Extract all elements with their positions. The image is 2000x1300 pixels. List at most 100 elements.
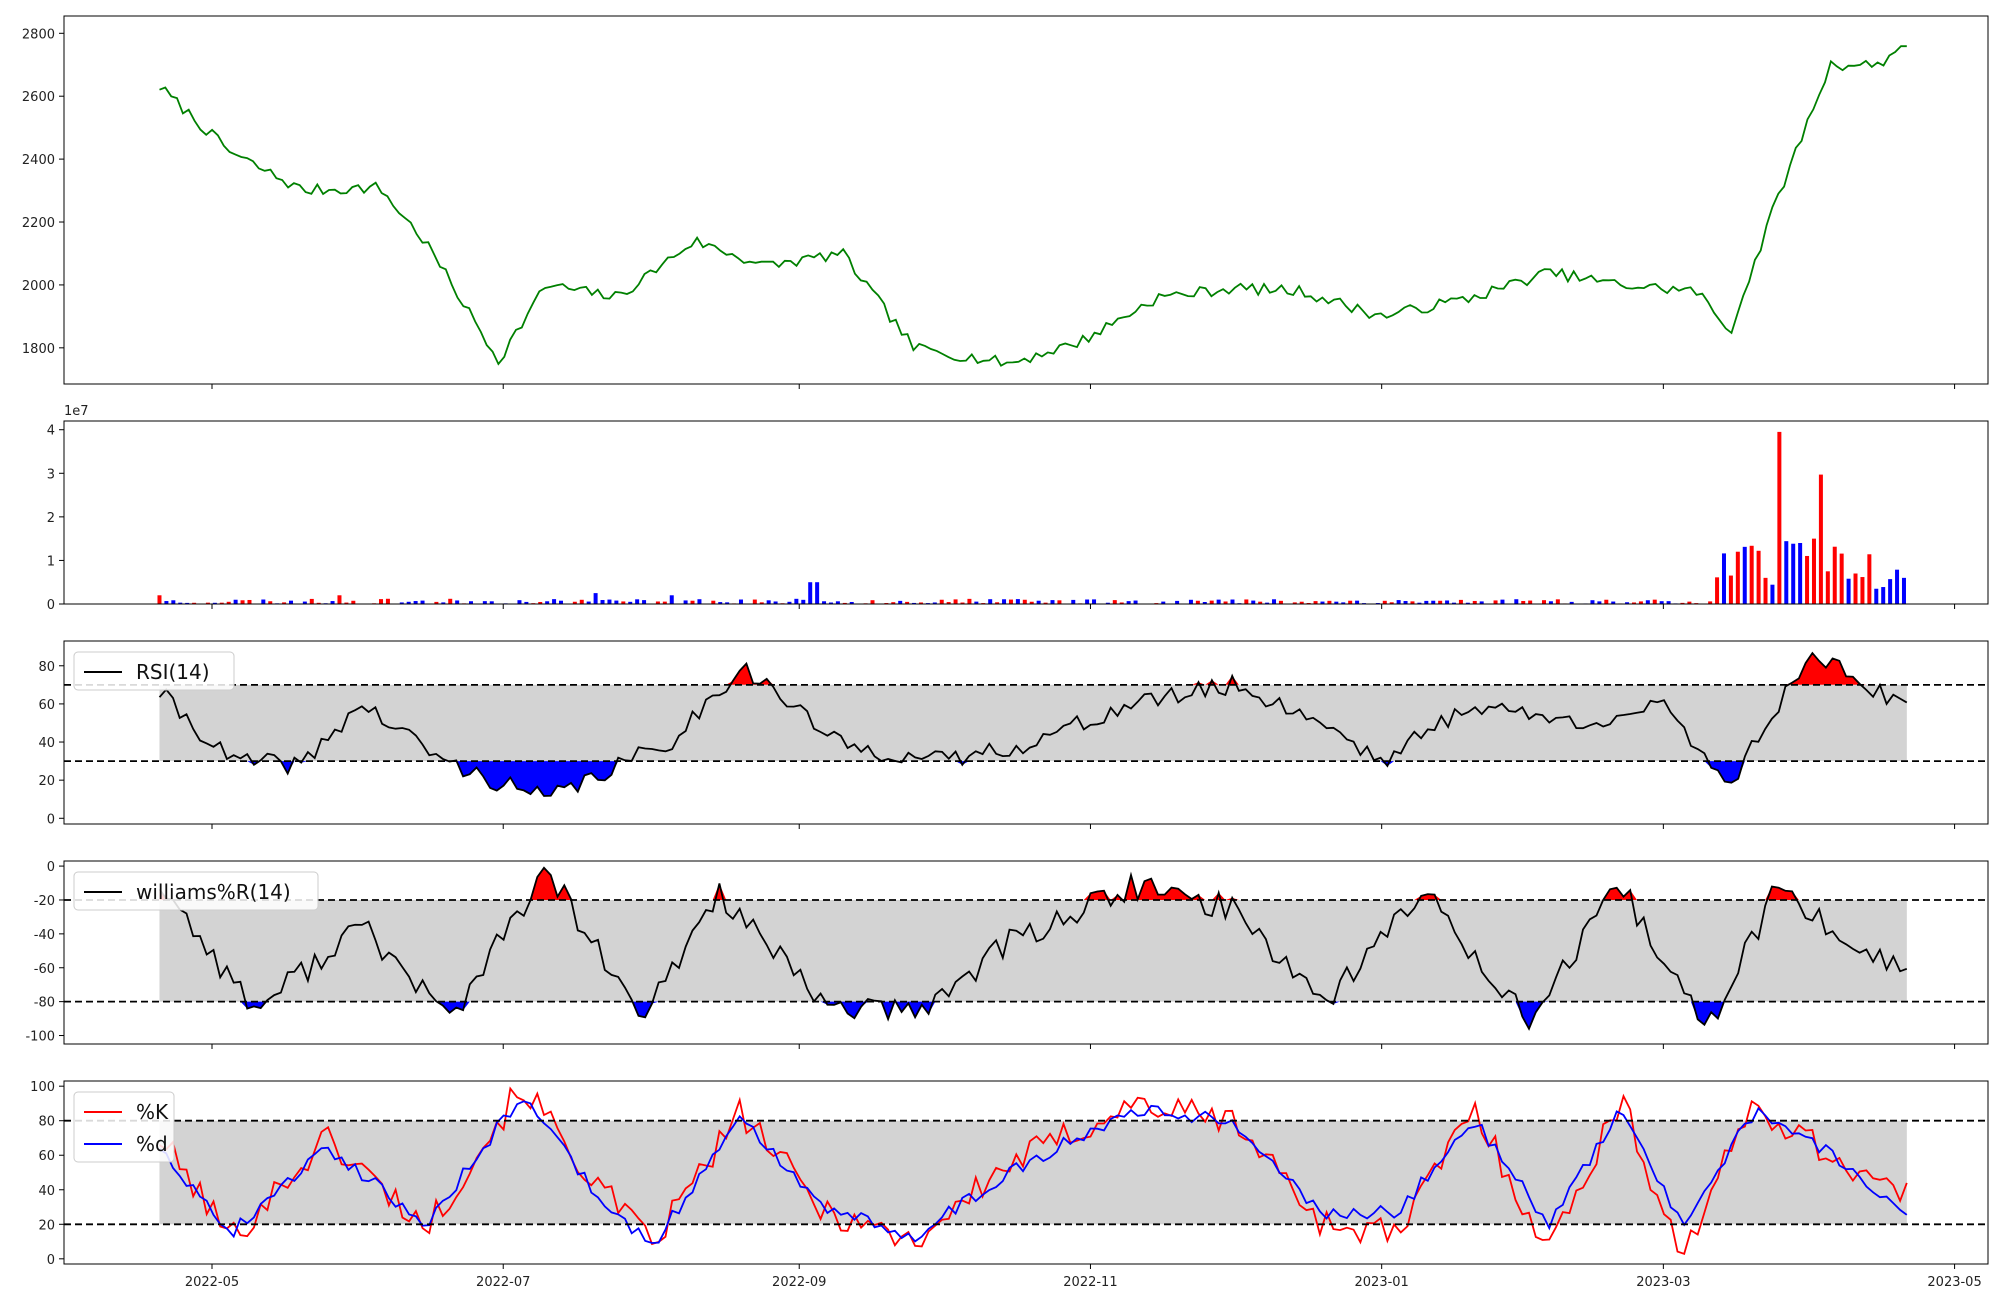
volume-bar [406, 601, 411, 604]
panel-frame [63, 860, 1989, 1045]
volume-bar [282, 602, 287, 604]
volume-bar [385, 598, 390, 604]
neutral-band [159, 1120, 1907, 1225]
x-tick-label: 2023-01 [1355, 1275, 1409, 1290]
williams-line [158, 866, 1908, 1031]
volume-bar [441, 602, 446, 604]
volume-bar [1292, 602, 1297, 604]
volume-bar [1195, 600, 1200, 604]
neutral-band [159, 899, 1907, 1002]
volume-bar [330, 601, 335, 604]
volume-bar [399, 602, 404, 604]
volume-bar [1341, 602, 1346, 604]
y-tick-label: 20 [38, 1218, 55, 1233]
volume-bar [1438, 600, 1443, 604]
volume-bar [918, 602, 923, 604]
volume-bar [489, 601, 494, 604]
y-tick-label: 1800 [22, 342, 55, 357]
volume-bar [1763, 577, 1768, 604]
volume-bar [891, 602, 896, 604]
volume-bar [849, 601, 854, 604]
volume-bar [690, 600, 695, 604]
volume-bar [787, 601, 792, 604]
volume-bar [628, 601, 633, 604]
x-tick-label: 2022-09 [772, 1275, 826, 1290]
y-tick-label: 60 [38, 698, 55, 713]
volume-bar [1728, 575, 1733, 604]
volume-bar [607, 599, 612, 604]
volume-bar [434, 601, 439, 604]
panel-frame [63, 420, 1989, 605]
volume-bar [808, 582, 813, 604]
volume-bar [1521, 600, 1526, 604]
x-tick-label: 2022-11 [1063, 1275, 1117, 1290]
legend-label: %K [136, 1100, 169, 1124]
y-tick-label: 0 [47, 1253, 55, 1268]
volume-bar [600, 600, 605, 604]
volume-bar [1029, 601, 1034, 604]
volume-bar [1631, 602, 1636, 604]
volume-bar [1805, 555, 1810, 604]
y-tick-label: 2400 [22, 153, 55, 168]
volume-bar [1403, 601, 1408, 604]
volume-bar [289, 600, 294, 604]
y-tick-label: 100 [30, 1080, 55, 1095]
volume-bar [1389, 602, 1394, 604]
volume-bar [1299, 601, 1304, 604]
volume-bar [960, 602, 965, 604]
volume-bar [1126, 601, 1131, 604]
volume-bar [1417, 602, 1422, 604]
neutral-band [159, 684, 1907, 762]
volume-bar [226, 601, 231, 604]
y-tick-label: -100 [25, 1030, 55, 1045]
volume-bar [205, 602, 210, 604]
volume-bar [1528, 600, 1533, 604]
volume-bar [1569, 601, 1574, 604]
volume-bar [552, 599, 557, 604]
volume-bar [1265, 602, 1270, 604]
volume-bar [586, 601, 591, 604]
volume-bar [1874, 588, 1879, 604]
volume-bar [1597, 601, 1602, 604]
volume-bar [482, 601, 487, 604]
volume-bar [157, 595, 162, 604]
volume-bar [1500, 599, 1505, 604]
y-tick-label: 2600 [22, 90, 55, 105]
volume-bar [1860, 577, 1865, 604]
volume-bar [1708, 601, 1713, 604]
volume-bar [1625, 602, 1630, 604]
y-tick-label: 0 [47, 812, 55, 827]
volume-bar [1112, 600, 1117, 604]
volume-bar [1230, 599, 1235, 604]
volume-bar [1458, 599, 1463, 604]
volume-bar [725, 602, 730, 604]
volume-bar [1666, 601, 1671, 604]
y-tick-label: 2800 [22, 27, 55, 42]
volume-bar [316, 602, 321, 604]
volume-bar [1085, 599, 1090, 604]
volume-bar [1818, 474, 1823, 604]
volume-bar [1479, 601, 1484, 604]
volume-bar [635, 599, 640, 604]
volume-bar [1811, 538, 1816, 604]
overbought-fill [159, 653, 1907, 685]
volume-bar [614, 600, 619, 604]
price-line [159, 45, 1907, 367]
x-tick-label: 2023-03 [1636, 1275, 1690, 1290]
volume-bar [1638, 601, 1643, 604]
volume-bar [261, 599, 266, 604]
volume-bar [1548, 601, 1553, 604]
volume-bar [1188, 599, 1193, 604]
volume-bar [953, 599, 958, 604]
y-tick-label: 20 [38, 774, 55, 789]
y-tick-label: 2200 [22, 216, 55, 231]
y-tick-label: 1 [47, 554, 55, 569]
volume-bar [178, 602, 183, 604]
y-tick-label: 40 [38, 1184, 55, 1199]
volume-bar [662, 601, 667, 604]
volume-bar [268, 601, 273, 604]
volume-bar [801, 599, 806, 604]
panel-williams-r: -100 -80 -60 -40 -20 0 williams%R(14) [25, 860, 1989, 1049]
volume-bar [1645, 600, 1650, 604]
